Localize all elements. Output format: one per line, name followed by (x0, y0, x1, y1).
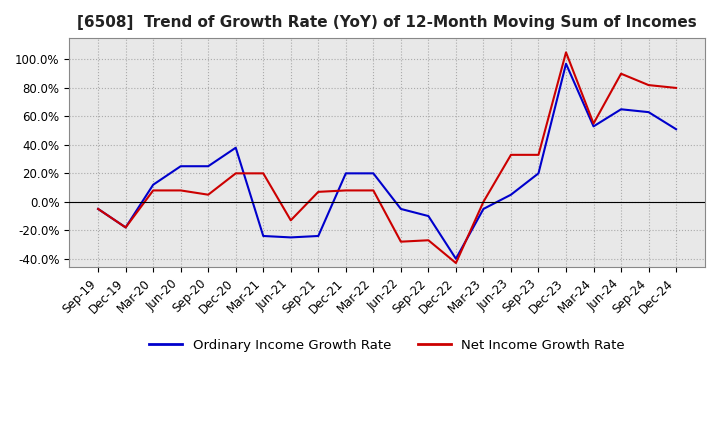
Ordinary Income Growth Rate (397, 206, 405, 212)
Ordinary Income Growth Rate (94, 206, 102, 212)
Ordinary Income Growth Rate (672, 127, 680, 132)
Net Income Growth Rate (314, 189, 323, 194)
Net Income Growth Rate (122, 225, 130, 230)
Ordinary Income Growth Rate (589, 124, 598, 129)
Ordinary Income Growth Rate (424, 213, 433, 219)
Net Income Growth Rate (644, 82, 653, 88)
Title: [6508]  Trend of Growth Rate (YoY) of 12-Month Moving Sum of Incomes: [6508] Trend of Growth Rate (YoY) of 12-… (77, 15, 697, 30)
Ordinary Income Growth Rate (507, 192, 516, 198)
Net Income Growth Rate (397, 239, 405, 244)
Net Income Growth Rate (562, 50, 570, 55)
Ordinary Income Growth Rate (479, 206, 487, 212)
Net Income Growth Rate (204, 192, 212, 198)
Ordinary Income Growth Rate (534, 171, 543, 176)
Net Income Growth Rate (479, 199, 487, 205)
Ordinary Income Growth Rate (204, 164, 212, 169)
Net Income Growth Rate (672, 85, 680, 91)
Ordinary Income Growth Rate (644, 110, 653, 115)
Ordinary Income Growth Rate (231, 145, 240, 150)
Net Income Growth Rate (341, 188, 350, 193)
Ordinary Income Growth Rate (562, 61, 570, 66)
Net Income Growth Rate (259, 171, 268, 176)
Line: Ordinary Income Growth Rate: Ordinary Income Growth Rate (98, 64, 676, 259)
Net Income Growth Rate (369, 188, 378, 193)
Net Income Growth Rate (176, 188, 185, 193)
Ordinary Income Growth Rate (287, 235, 295, 240)
Net Income Growth Rate (534, 152, 543, 158)
Ordinary Income Growth Rate (122, 225, 130, 230)
Ordinary Income Growth Rate (369, 171, 378, 176)
Net Income Growth Rate (94, 206, 102, 212)
Ordinary Income Growth Rate (451, 256, 460, 261)
Line: Net Income Growth Rate: Net Income Growth Rate (98, 52, 676, 263)
Net Income Growth Rate (149, 188, 158, 193)
Ordinary Income Growth Rate (176, 164, 185, 169)
Ordinary Income Growth Rate (617, 106, 626, 112)
Net Income Growth Rate (617, 71, 626, 76)
Net Income Growth Rate (424, 238, 433, 243)
Net Income Growth Rate (451, 260, 460, 266)
Legend: Ordinary Income Growth Rate, Net Income Growth Rate: Ordinary Income Growth Rate, Net Income … (144, 334, 630, 357)
Ordinary Income Growth Rate (341, 171, 350, 176)
Net Income Growth Rate (231, 171, 240, 176)
Ordinary Income Growth Rate (259, 233, 268, 238)
Net Income Growth Rate (589, 121, 598, 126)
Ordinary Income Growth Rate (149, 182, 158, 187)
Net Income Growth Rate (507, 152, 516, 158)
Net Income Growth Rate (287, 218, 295, 223)
Ordinary Income Growth Rate (314, 233, 323, 238)
